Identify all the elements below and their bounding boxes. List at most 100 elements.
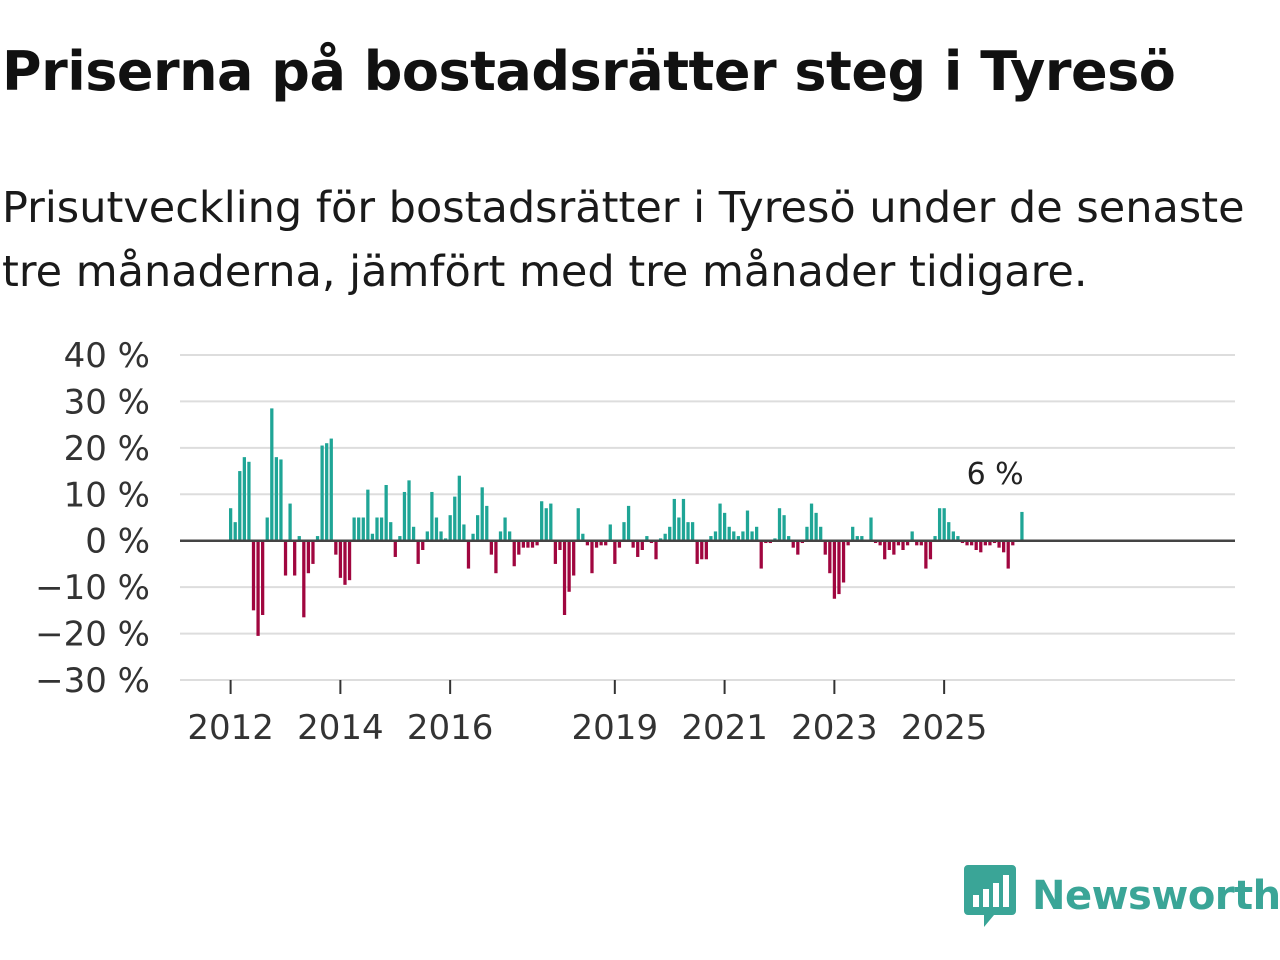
x-tick-label: 2019 [572,708,659,748]
x-tick-label: 2012 [187,708,274,748]
y-tick-label: 40 % [64,336,150,376]
bar [407,480,411,541]
y-tick-label: 30 % [64,382,150,422]
bar [819,526,823,541]
bar [608,524,612,541]
bar [681,498,686,541]
bar [466,540,471,569]
bar [796,540,800,555]
bar [690,522,695,541]
bar [283,540,288,576]
bar [448,515,452,541]
newsworthy-logo-icon [964,865,1016,927]
bar [549,503,553,541]
bar [722,512,727,541]
bar [370,533,375,541]
bar [704,540,708,560]
bar [910,531,914,541]
bar [265,517,269,541]
bar [256,540,260,636]
x-tick-label: 2023 [791,708,878,748]
bar [777,508,782,541]
bar [302,540,306,618]
bar [453,496,457,541]
bar [1011,540,1015,546]
bar [233,522,237,541]
bar [338,540,343,578]
bar [782,515,786,541]
bar [640,540,644,550]
bar [896,540,901,546]
bar [974,540,978,550]
bar [951,531,955,541]
bar [288,503,292,541]
bar [613,540,617,564]
bar [476,515,480,541]
bar [379,517,384,541]
bar [416,540,420,564]
bar [567,540,571,592]
bar [242,457,246,541]
bar [251,540,256,611]
bar [869,517,873,541]
bar [937,508,942,541]
bar [599,540,603,546]
bar [887,540,891,550]
bar [901,540,905,550]
bar [759,540,763,569]
bar [969,540,974,546]
bar [663,533,667,541]
bar [750,531,754,541]
x-tick-label: 2025 [901,708,988,748]
bar [983,540,987,546]
bar [366,489,370,541]
bar [878,540,882,546]
bar [814,512,818,541]
bar [942,508,946,541]
bar [928,540,933,560]
bar [544,508,548,541]
bar [855,536,859,541]
bar [823,540,827,555]
bar [439,531,443,541]
x-axis: 2012 2014 2016 2019 2021 2023 2025 [180,679,1235,748]
bar [700,540,704,560]
bar [828,540,832,574]
y-tick-label: 0 % [85,522,150,562]
bar [521,540,526,548]
bar [787,536,791,541]
bar [732,531,736,541]
gridlines [180,354,1235,681]
bar [421,540,425,550]
bar [508,531,512,541]
bar [905,540,910,546]
y-axis-labels: 40 % 30 % 20 % 10 % 0 % −10 % −20 % −30 % [35,336,150,701]
bar [558,540,562,550]
bar [274,457,279,541]
brand-logo: Newsworthy [964,864,1280,928]
bar [892,540,896,555]
bar [329,438,333,541]
bar [791,540,795,548]
annotations: 6 % [964,454,1027,495]
bar [494,540,498,574]
bar [668,526,672,541]
bar [352,517,356,541]
bar [343,540,347,585]
chart-title: Priserna på bostadsrätter steg i Tyresö [2,40,1176,103]
bar [1020,511,1024,541]
bar [480,487,484,541]
bar [462,524,466,541]
bar [686,522,690,541]
y-tick-label: −30 % [35,661,150,701]
bar [617,540,622,548]
bar [718,503,722,541]
bar [741,531,745,541]
y-tick-label: 20 % [64,429,150,469]
bar [924,540,928,569]
bar [238,471,242,541]
x-tick-label: 2014 [297,708,384,748]
bar [809,503,814,541]
bar [736,536,740,541]
bar [320,445,324,541]
